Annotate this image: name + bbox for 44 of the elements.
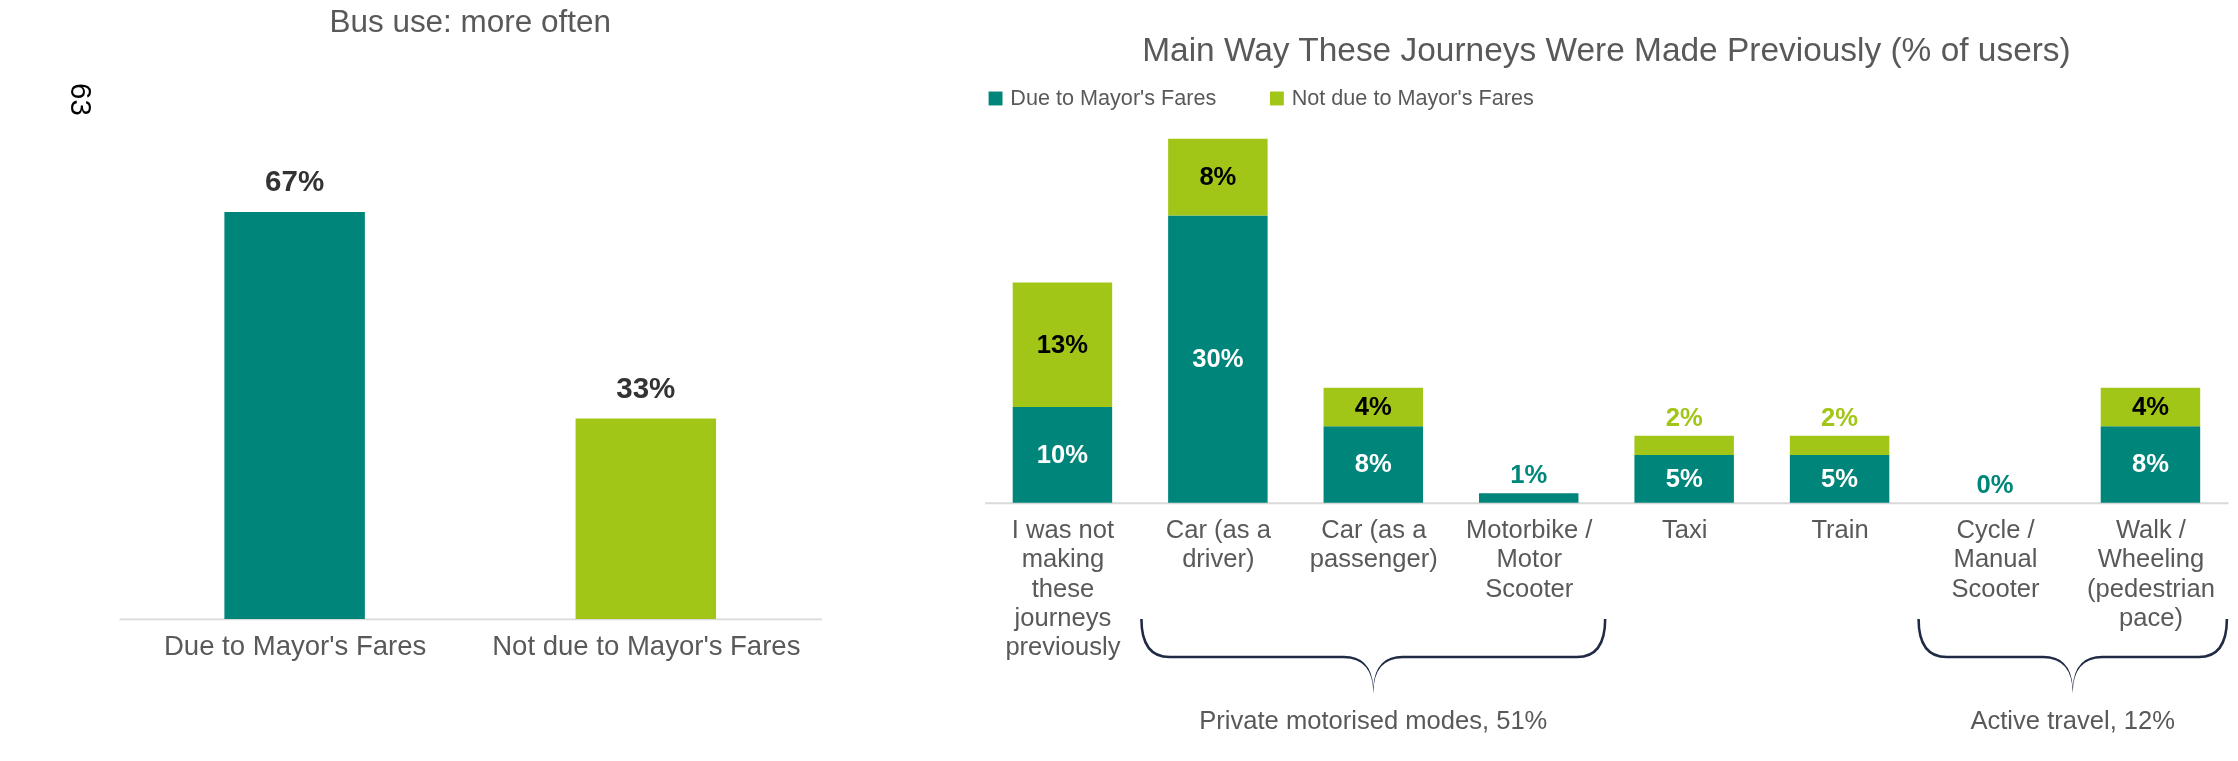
- data-label: 8%: [1354, 449, 1393, 478]
- data-label: 1%: [1510, 460, 1548, 489]
- bar: [1012, 282, 1113, 408]
- data-label: 8%: [2131, 449, 2170, 478]
- x-tick-label: Taxi: [1661, 514, 1708, 543]
- bar: [1168, 215, 1268, 503]
- text: Active travel, 12%: [1970, 706, 2176, 735]
- bar: [2100, 426, 2201, 503]
- bar: [1012, 407, 1113, 503]
- x-tick-label: Not due to Mayor's Fares: [492, 629, 801, 661]
- x-tick-label: Train: [1811, 514, 1869, 543]
- x-tick-label: Walk / Wheeling (pedestrian pace): [2086, 514, 2215, 631]
- x-tick-label: Car (as a driver): [1165, 514, 1272, 573]
- data-label: 4%: [1354, 391, 1393, 420]
- x-tick-label: Car (as a passenger): [1309, 514, 1438, 573]
- text: 63: [64, 83, 98, 116]
- legend-label: Due to Mayor's Fares: [1010, 85, 1217, 111]
- data-label: 0%: [1976, 469, 2014, 498]
- data-label: 13%: [1036, 329, 1089, 358]
- data-label: 8%: [1199, 162, 1237, 191]
- bar: [1478, 493, 1579, 503]
- x-tick-label: I was not making these journeys previously: [1005, 514, 1121, 661]
- bar: [1634, 435, 1734, 455]
- data-label: 5%: [1665, 463, 1703, 492]
- bar: [1634, 454, 1734, 503]
- data-label: 10%: [1036, 439, 1089, 468]
- chart-title: Bus use: more often: [329, 3, 612, 39]
- data-label: 5%: [1821, 463, 1859, 492]
- bar: [1168, 138, 1268, 216]
- data-label: 33%: [616, 370, 676, 404]
- bar: [1323, 426, 1424, 503]
- data-label: 4%: [2131, 391, 2170, 420]
- x-tick-label: Due to Mayor's Fares: [163, 629, 427, 661]
- chart-title: Main Way These Journeys Were Made Previously (% of users): [1142, 31, 2071, 69]
- bar: [1789, 454, 1890, 503]
- x-tick-label: Motorbike / Motor Scooter: [1465, 514, 1594, 602]
- bar: [1789, 435, 1890, 455]
- data-label: 67%: [265, 164, 325, 198]
- text: Private motorised modes, 51%: [1199, 706, 1548, 735]
- data-label: 30%: [1192, 344, 1244, 372]
- data-label: 2%: [1665, 402, 1703, 431]
- legend-label: Not due to Mayor's Fares: [1291, 85, 1534, 111]
- data-label: 2%: [1821, 402, 1859, 431]
- x-tick-label: Cycle / Manual Scooter: [1951, 514, 2041, 602]
